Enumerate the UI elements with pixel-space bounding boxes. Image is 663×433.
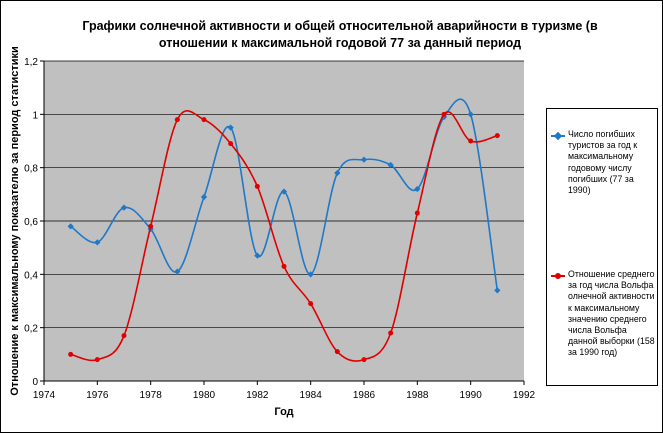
series-0-point [227, 124, 234, 131]
y-tick-label: 0,2 [24, 324, 38, 335]
series-0-point [280, 188, 288, 195]
y-tick-label: 1,2 [24, 57, 38, 68]
x-tick-label: 1982 [246, 390, 269, 401]
series-1-point [281, 263, 287, 269]
series-0-point [360, 156, 368, 163]
series-0-point [494, 287, 501, 294]
series-1-point [148, 223, 154, 229]
series-0-point [254, 252, 261, 259]
x-tick-label: 1992 [513, 390, 536, 401]
x-tick-label: 1990 [460, 390, 483, 401]
series-1-point [388, 330, 394, 336]
legend-label-fatalities: Число погибших туристов за год к максима… [568, 129, 638, 196]
series-1-point [68, 351, 74, 357]
y-tick-label: 0,8 [24, 164, 38, 175]
series-1-point [441, 111, 447, 117]
x-tick-label: 1988 [406, 390, 429, 401]
series-1-point [121, 333, 127, 339]
series-1-point [174, 117, 180, 123]
y-axis-label: Отношение к максимальному показателю за … [9, 46, 21, 396]
x-tick-label: 1978 [140, 390, 163, 401]
series-1-point [334, 349, 340, 355]
series-1-point [308, 301, 314, 307]
gridlines [44, 60, 524, 329]
x-tick-label: 1984 [300, 390, 323, 401]
series-1-point [228, 141, 234, 147]
series-0-point [307, 271, 314, 278]
legend-label-wolf-number: Отношение среднего за год числа Вольфа о… [568, 269, 655, 358]
legend: Число погибших туристов за год к максима… [546, 108, 658, 386]
series-0-point [94, 239, 101, 246]
y-tick-label: 0 [32, 377, 38, 388]
x-tick-label: 1976 [86, 390, 109, 401]
legend-swatch-blue [551, 131, 565, 141]
series-0-point [67, 223, 74, 230]
x-tick-label: 1986 [353, 390, 376, 401]
series-1-point [94, 357, 100, 363]
series-layer [67, 98, 501, 363]
chart-title: Графики солнечной активности и общей отн… [82, 19, 598, 50]
series-1-point [468, 138, 474, 144]
x-axis-label: Год [274, 406, 293, 418]
series-1-point [494, 133, 500, 139]
x-tick-label: 1980 [193, 390, 216, 401]
x-tick-label: 1974 [33, 390, 56, 401]
series-1-point [201, 117, 207, 123]
legend-swatch-red [551, 273, 565, 279]
series-0-point [200, 193, 208, 201]
series-1-point [254, 183, 260, 189]
y-tick-label: 1 [32, 110, 38, 121]
series-1-point [361, 357, 367, 363]
series-1-point [414, 210, 420, 216]
axes: 0 0,2 0,4 0,6 0,8 1 1,2 1974 1976 1978 1980 1982 198… [24, 57, 535, 401]
y-tick-label: 0,4 [24, 270, 38, 281]
y-tick-label: 0,6 [24, 217, 38, 228]
